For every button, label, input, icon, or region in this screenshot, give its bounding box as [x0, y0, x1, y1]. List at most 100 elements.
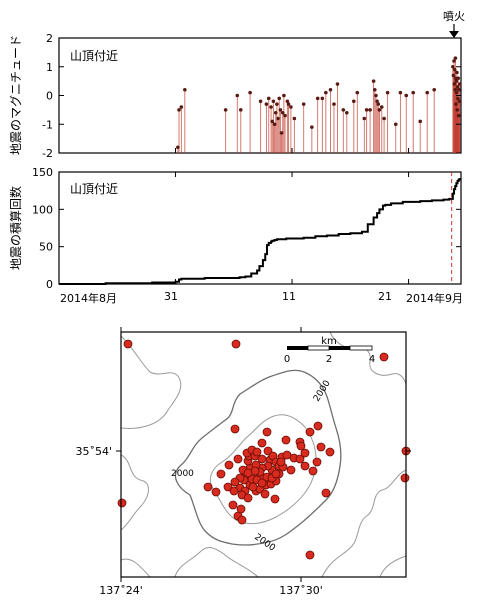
magnitude-point: [301, 102, 306, 106]
map-lon-label-west: 137˚24': [99, 584, 143, 597]
magnitude-point: [376, 102, 381, 106]
date-axis-labels: 2014年8月 31 11 21 2014年9月: [60, 290, 463, 305]
epicenter-point: [316, 442, 326, 452]
magnitude-point: [453, 87, 457, 92]
epicenter-point: [257, 454, 267, 464]
magnitude-y-tick-label: -1: [42, 118, 53, 131]
epicenter-point: [123, 339, 133, 349]
magnitude-point: [264, 102, 269, 106]
epicenter-point: [223, 482, 233, 492]
map-frame: [120, 331, 407, 578]
magnitude-point: [398, 90, 403, 95]
magnitude-point: [177, 108, 181, 112]
magnitude-point: [404, 93, 409, 98]
epicenter-points: [117, 339, 411, 560]
magnitude-y-tick-label: -2: [42, 147, 53, 160]
scale-tick-4: 4: [369, 354, 375, 365]
magnitude-y-label: 地震のマグニチュード: [9, 35, 23, 155]
magnitude-point: [377, 108, 382, 112]
cumulative-y-tick-label: 0: [46, 278, 53, 291]
magnitude-point: [456, 76, 461, 81]
magnitude-point: [456, 96, 460, 101]
magnitude-point: [418, 119, 423, 124]
epicenter-point: [260, 489, 270, 499]
epicenter-point: [325, 447, 335, 457]
epicenter-point: [312, 457, 322, 467]
magnitude-stems: [177, 58, 461, 153]
x-label-31: 31: [164, 290, 178, 303]
epicenter-point: [233, 454, 243, 464]
magnitude-point: [458, 82, 462, 86]
magnitude-point: [355, 90, 360, 95]
scale-tick-0: 0: [284, 354, 290, 365]
magnitude-point: [454, 102, 458, 106]
eruption-arrow-icon: [449, 31, 459, 38]
scale-tick-2: 2: [326, 354, 332, 365]
magnitude-point: [276, 116, 280, 121]
cumulative-y-tick-label: 150: [32, 166, 53, 179]
epicenter-point: [211, 487, 221, 497]
magnitude-point: [372, 87, 377, 92]
epicenter-point: [230, 424, 240, 434]
magnitude-point: [454, 79, 459, 83]
contour-inner: [209, 414, 317, 525]
magnitude-points: [176, 56, 462, 150]
epicenter-point: [305, 550, 315, 560]
magnitude-point: [282, 93, 286, 98]
epicenter-point: [248, 482, 258, 492]
epicenter-point: [243, 468, 253, 478]
magnitude-point: [176, 145, 180, 150]
map-ticks: [116, 327, 411, 582]
magnitude-point: [279, 131, 284, 135]
magnitude-point: [385, 90, 390, 95]
epicenter-map: 2000 2000 2000 km 0 2 4 35˚54' 137˚24' 1…: [75, 327, 411, 597]
epicenter-point: [243, 493, 253, 503]
magnitude-x-ticks: [58, 148, 410, 153]
scale-seg-4: [349, 345, 373, 351]
cumulative-y-tick-label: 100: [32, 203, 53, 216]
magnitude-point: [271, 99, 276, 104]
epicenter-point: [308, 466, 318, 476]
magnitude-point: [379, 105, 384, 109]
x-label-21: 21: [378, 290, 392, 303]
magnitude-annotation: 山頂付近: [70, 49, 118, 63]
eruption-label: 噴火: [443, 10, 465, 23]
magnitude-point: [451, 73, 456, 78]
epicenter-point: [262, 427, 272, 437]
magnitude-point: [374, 93, 378, 98]
magnitude-point: [456, 113, 461, 118]
scale-bar: km 0 2 4: [284, 336, 375, 365]
epicenter-point: [286, 465, 296, 475]
magnitude-point: [382, 116, 386, 121]
epicenter-point: [305, 427, 315, 437]
scale-seg-1: [287, 346, 308, 350]
magnitude-point: [455, 70, 459, 75]
cumulative-annotation: 山頂付近: [70, 182, 118, 196]
magnitude-point: [364, 108, 369, 112]
epicenter-point: [270, 494, 280, 504]
magnitude-point: [454, 90, 459, 95]
magnitude-point: [272, 122, 277, 127]
magnitude-point: [324, 90, 328, 95]
cumulative-x-ticks: [58, 172, 410, 284]
contour-2000-outer: [174, 369, 342, 546]
magnitude-point: [286, 102, 291, 106]
magnitude-point: [368, 108, 372, 112]
magnitude-point: [183, 87, 187, 92]
magnitude-point: [451, 64, 455, 69]
magnitude-point: [285, 99, 290, 104]
scale-seg-2: [307, 345, 330, 351]
cumulative-axes-frame: [58, 171, 462, 285]
epicenter-point: [282, 450, 292, 460]
epicenter-point: [117, 498, 127, 508]
epicenter-point: [295, 454, 305, 464]
epicenter-point: [228, 500, 238, 510]
magnitude-point: [223, 108, 228, 112]
epicenter-point: [216, 469, 226, 479]
magnitude-point: [292, 116, 297, 121]
magnitude-y-ticks: 2 1 0 -1 -2: [42, 32, 461, 160]
map-lat-label: 35˚54': [75, 445, 112, 458]
contour-label-west: 2000: [171, 469, 194, 479]
cumulative-y-tick-label: 50: [39, 241, 53, 254]
